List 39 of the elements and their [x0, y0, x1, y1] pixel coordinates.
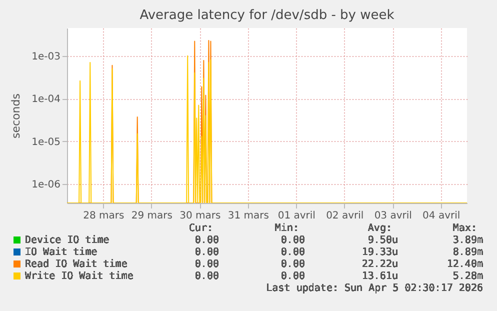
legend-label: IO Wait time [25, 247, 98, 258]
text: 0.00 [194, 235, 219, 246]
legend-label: Device IO time [25, 235, 110, 246]
text: 22.22u [362, 259, 398, 270]
y-tick-label: 1e-03 [32, 51, 60, 62]
text: Min: [274, 223, 299, 234]
text: 12.40m [446, 259, 483, 270]
text: 0.00 [280, 271, 305, 282]
text: Cur: [188, 223, 213, 234]
text: Max: [452, 223, 477, 234]
y-tick-label: 1e-05 [32, 136, 60, 148]
chart-title: Average latency for /dev/sdb - by week [140, 8, 395, 23]
text: Avg: [368, 223, 392, 234]
x-tick-label: 29 mars [131, 210, 172, 222]
x-tick-label: 01 avril [278, 210, 316, 222]
text: 5.28m [452, 271, 483, 282]
text: 0.00 [194, 259, 219, 270]
y-tick-label: 1e-04 [32, 94, 60, 106]
y-axis-title: seconds [10, 93, 23, 138]
legend-label: Read IO Wait time [25, 259, 128, 270]
x-tick-label: 30 mars [180, 210, 221, 222]
text: 0.00 [194, 247, 219, 258]
text: 8.89m [452, 247, 483, 258]
x-tick-label: 03 avril [374, 210, 412, 222]
text: 3.89m [452, 235, 483, 246]
x-tick-label: 31 mars [228, 210, 269, 222]
text: 0.00 [280, 259, 305, 270]
text: Last update: Sun Apr 5 02:30:17 2026 [266, 283, 483, 294]
x-tick-label: 04 avril [422, 210, 460, 222]
text: 0.00 [280, 235, 305, 246]
text: 0.00 [280, 247, 305, 258]
x-tick-label: 02 avril [326, 210, 364, 222]
y-tick-label: 1e-06 [32, 180, 60, 191]
text: 0.00 [194, 271, 219, 282]
text: 9.50u [368, 235, 398, 246]
x-tick-label: 28 mars [83, 210, 124, 222]
text: 19.33u [362, 247, 398, 258]
legend-label: Write IO Wait time [25, 271, 134, 282]
text: 13.61u [362, 271, 398, 282]
